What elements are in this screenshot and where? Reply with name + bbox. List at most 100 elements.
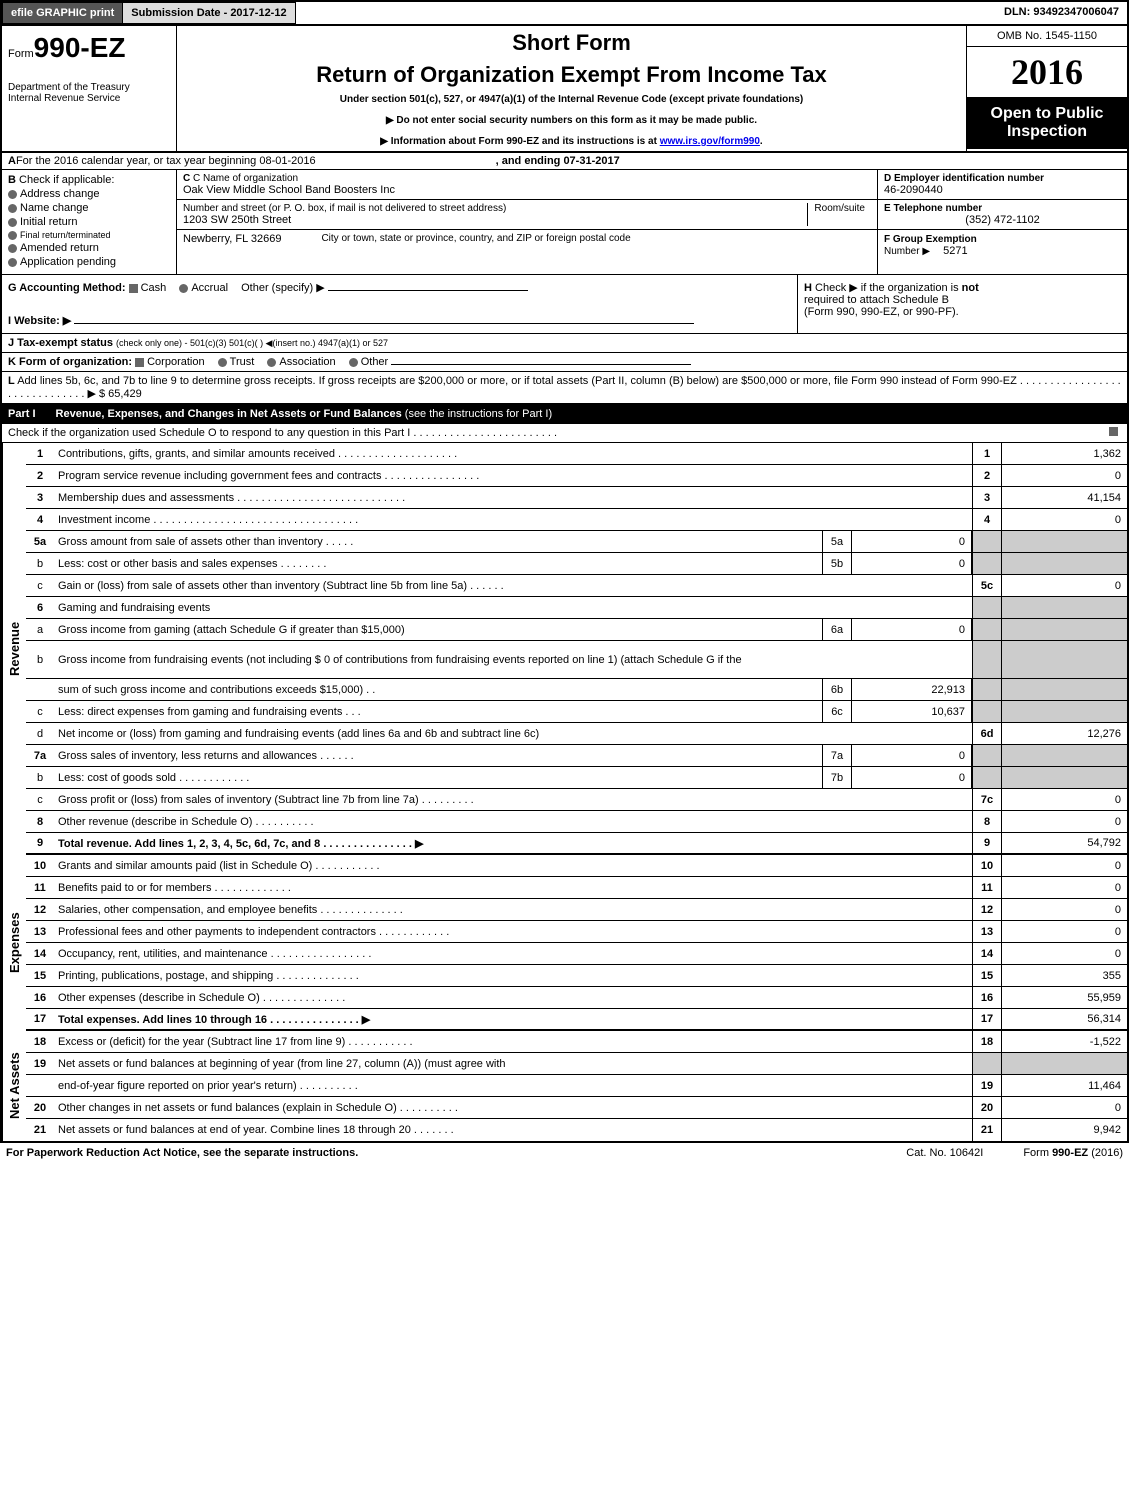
val-19-shade: [1002, 1053, 1127, 1074]
desc-5a: Gross amount from sale of assets other t…: [54, 533, 822, 551]
val-16: 55,959: [1002, 987, 1127, 1008]
chk-corp[interactable]: [135, 358, 144, 367]
form-ref: Form 990-EZ (2016): [1023, 1147, 1123, 1159]
midval-5a: 0: [852, 531, 972, 552]
ln-3: 3: [26, 489, 54, 507]
chk-address[interactable]: Address change: [8, 188, 170, 200]
other-input[interactable]: [328, 290, 528, 291]
desc-19: Net assets or fund balances at beginning…: [54, 1055, 972, 1073]
chk-cash[interactable]: [129, 284, 138, 293]
midval-7a: 0: [852, 745, 972, 766]
chk-other[interactable]: [349, 358, 358, 367]
desc-19b: end-of-year figure reported on prior yea…: [54, 1077, 972, 1095]
ln-5a: 5a: [26, 533, 54, 551]
part1-title: Revenue, Expenses, and Changes in Net As…: [56, 408, 553, 420]
desc-3: Membership dues and assessments . . . . …: [54, 489, 972, 507]
desc-2: Program service revenue including govern…: [54, 467, 972, 485]
val-7a-shade: [1002, 745, 1127, 766]
chk-amended[interactable]: Amended return: [8, 242, 170, 254]
room-suite-label: Room/suite: [807, 203, 871, 226]
num-18: 18: [972, 1031, 1002, 1052]
num-15: 15: [972, 965, 1002, 986]
val-2: 0: [1002, 465, 1127, 486]
num-6-shade: [972, 597, 1002, 618]
num-19b: 19: [972, 1075, 1002, 1096]
org-name: Oak View Middle School Band Boosters Inc: [183, 184, 871, 196]
val-7c: 0: [1002, 789, 1127, 810]
ln-9: 9: [26, 834, 54, 852]
num-6d: 6d: [972, 723, 1002, 744]
num-6c-shade: [972, 701, 1002, 722]
website-input[interactable]: [74, 323, 694, 324]
d-label: D Employer identification number: [884, 173, 1121, 184]
check-if: Check if applicable:: [16, 174, 114, 186]
header-mid: Short Form Return of Organization Exempt…: [177, 26, 967, 151]
instr-ssn: ▶ Do not enter social security numbers o…: [185, 115, 958, 126]
val-9: 54,792: [1002, 833, 1127, 853]
val-14: 0: [1002, 943, 1127, 964]
desc-7c: Gross profit or (loss) from sales of inv…: [54, 791, 972, 809]
mid-6c: 6c: [822, 701, 852, 722]
part1-check-text: Check if the organization used Schedule …: [8, 427, 557, 439]
ln-6d: d: [26, 725, 54, 743]
line-a-ending: , and ending 07-31-2017: [496, 155, 620, 167]
chk-pending[interactable]: Application pending: [8, 256, 170, 268]
num-8: 8: [972, 811, 1002, 832]
open-to-public: Open to Public Inspection: [967, 97, 1127, 149]
val-21: 9,942: [1002, 1119, 1127, 1141]
ln-5b: b: [26, 555, 54, 573]
chk-final[interactable]: Final return/terminated: [8, 230, 170, 240]
mid-7a: 7a: [822, 745, 852, 766]
city-value: Newberry, FL 32669: [183, 233, 281, 245]
desc-7a: Gross sales of inventory, less returns a…: [54, 747, 822, 765]
irs-link[interactable]: www.irs.gov/form990: [660, 136, 760, 147]
desc-17: Total expenses. Add lines 10 through 16 …: [54, 1010, 972, 1029]
val-3: 41,154: [1002, 487, 1127, 508]
val-15: 355: [1002, 965, 1127, 986]
k-label: K Form of organization:: [8, 356, 132, 368]
num-12: 12: [972, 899, 1002, 920]
num-2: 2: [972, 465, 1002, 486]
k-other-input[interactable]: [391, 364, 691, 365]
num-6b2-shade: [972, 679, 1002, 700]
val-10: 0: [1002, 855, 1127, 876]
chk-assoc[interactable]: [267, 358, 276, 367]
chk-schedule-o[interactable]: [1109, 427, 1118, 436]
section-gh: G Accounting Method: Cash Accrual Other …: [2, 275, 1127, 334]
num-16: 16: [972, 987, 1002, 1008]
f-label: F Group Exemption: [884, 234, 977, 245]
ln-17: 17: [26, 1010, 54, 1028]
c-label: C C Name of organization: [183, 173, 871, 184]
form-header: Form990-EZ Department of the Treasury In…: [2, 26, 1127, 153]
num-17: 17: [972, 1009, 1002, 1029]
vtab-revenue: Revenue: [2, 443, 26, 855]
efile-print-button[interactable]: efile GRAPHIC print: [2, 2, 123, 24]
e-label: E Telephone number: [884, 203, 1121, 214]
revenue-table: Revenue 1Contributions, gifts, grants, a…: [2, 443, 1127, 855]
ln-13: 13: [26, 923, 54, 941]
num-4: 4: [972, 509, 1002, 530]
footer: For Paperwork Reduction Act Notice, see …: [0, 1143, 1129, 1163]
ln-6c: c: [26, 703, 54, 721]
desc-6: Gaming and fundraising events: [54, 599, 972, 617]
chk-initial[interactable]: Initial return: [8, 216, 170, 228]
midval-6b2: 22,913: [852, 679, 972, 700]
expenses-table: Expenses 10Grants and similar amounts pa…: [2, 855, 1127, 1031]
desc-5c: Gain or (loss) from sale of assets other…: [54, 577, 972, 595]
num-1: 1: [972, 443, 1002, 464]
j-text: (check only one) - 501(c)(3) 501(c)( ) ◀…: [116, 338, 388, 348]
form-prefix: Form: [8, 48, 34, 60]
val-8: 0: [1002, 811, 1127, 832]
tax-year: 2016: [967, 47, 1127, 97]
g-accounting: G Accounting Method: Cash Accrual Other …: [2, 275, 797, 333]
chk-trust[interactable]: [218, 358, 227, 367]
val-6b-shade: [1002, 641, 1127, 678]
mid-6a: 6a: [822, 619, 852, 640]
num-5b-shade: [972, 553, 1002, 574]
chk-name[interactable]: Name change: [8, 202, 170, 214]
street-value: 1203 SW 250th Street: [183, 214, 807, 226]
val-6a-shade: [1002, 619, 1127, 640]
ln-2: 2: [26, 467, 54, 485]
chk-accrual[interactable]: [179, 284, 188, 293]
mid-5b: 5b: [822, 553, 852, 574]
